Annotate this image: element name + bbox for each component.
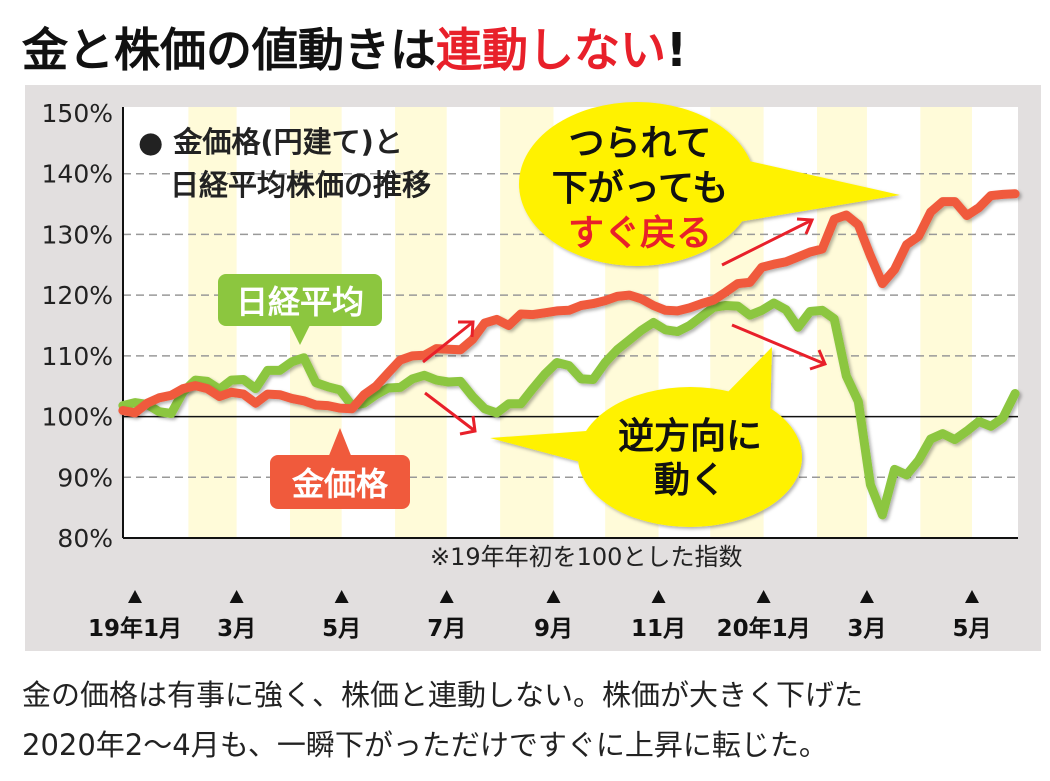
callout-opposite-line1: 逆方向に <box>618 416 762 457</box>
caption-line2: 2020年2〜4月も、一瞬下がっただけですぐに上昇に転じた。 <box>22 728 828 762</box>
y-tick-label: 110% <box>42 342 113 371</box>
x-tick-label: 5月 <box>952 616 991 642</box>
callout-rebound-line3: すぐ戻る <box>568 213 712 254</box>
y-tick-label: 130% <box>42 220 113 249</box>
y-axis: 80% 90% 100% 110% 120% 130% 140% 150% <box>42 99 1018 553</box>
tick-marker-icon <box>756 590 771 603</box>
x-tick-label: 20年1月 <box>717 615 811 642</box>
series-lines <box>118 189 1020 520</box>
callout-rebound-line1: つられて <box>569 123 712 164</box>
tick-marker-icon <box>859 590 874 603</box>
callout-rebound-line2: 下がっても <box>552 168 728 209</box>
x-tick-label: 9月 <box>534 616 573 642</box>
headline-part1: 金と株価の値動きは <box>21 23 436 77</box>
arrow-up-icon <box>422 320 475 364</box>
label-nikkei: 日経平均 <box>218 274 382 345</box>
x-tick-label: 7月 <box>427 616 466 642</box>
callout-bubble-rebound <box>519 102 900 266</box>
chart-title-line1: ● 金価格(円建て)と <box>138 125 403 159</box>
y-tick-label: 80% <box>57 524 113 553</box>
tick-marker-icon <box>546 590 561 603</box>
x-tick-label: 3月 <box>847 616 886 642</box>
tick-marker-icon <box>439 590 454 603</box>
month-band <box>920 107 972 538</box>
series-line-gold <box>118 189 1020 418</box>
trend-arrows <box>422 217 828 436</box>
series-line-nikkei <box>118 298 1020 520</box>
tick-marker-icon <box>229 590 244 603</box>
chart-title-line2: 日経平均株価の推移 <box>170 168 431 202</box>
callout-bubble-opposite <box>490 347 802 527</box>
tick-marker-icon <box>128 590 142 603</box>
arrow-up-icon <box>721 217 815 267</box>
x-tick-label: 3月 <box>217 616 256 642</box>
x-tick-label: 11月 <box>631 616 686 642</box>
x-tick-label: 5月 <box>322 616 361 642</box>
y-tick-label: 150% <box>42 99 113 128</box>
y-tick-label: 120% <box>42 281 113 310</box>
month-band <box>817 107 867 538</box>
callout-opposite-line2: 動く <box>654 460 726 501</box>
label-gold: 金価格 <box>270 428 410 509</box>
y-tick-label: 100% <box>42 403 113 432</box>
label-nikkei-text: 日経平均 <box>236 283 364 321</box>
index-note: ※19年年初を100とした指数 <box>430 543 742 571</box>
headline: 金と株価の値動きは連動しない! <box>21 23 687 77</box>
headline-exclamation: ! <box>666 23 687 77</box>
tick-marker-icon <box>965 590 979 603</box>
x-tick-label: 19年1月 <box>88 615 182 642</box>
label-gold-text: 金価格 <box>291 465 389 503</box>
headline-highlight: 連動しない <box>436 23 666 77</box>
y-tick-label: 140% <box>42 160 113 189</box>
tick-marker-icon <box>651 590 666 603</box>
x-axis: 19年1月 3月 5月 7月 9月 11月 20年1月 3月 5月 <box>88 590 992 642</box>
arrow-down-icon <box>731 323 828 371</box>
arrow-down-icon <box>424 391 477 436</box>
y-tick-label: 90% <box>57 463 113 492</box>
caption-line1: 金の価格は有事に強く、株価と連動しない。株価が大きく下げた <box>22 678 863 712</box>
tick-marker-icon <box>334 590 349 603</box>
